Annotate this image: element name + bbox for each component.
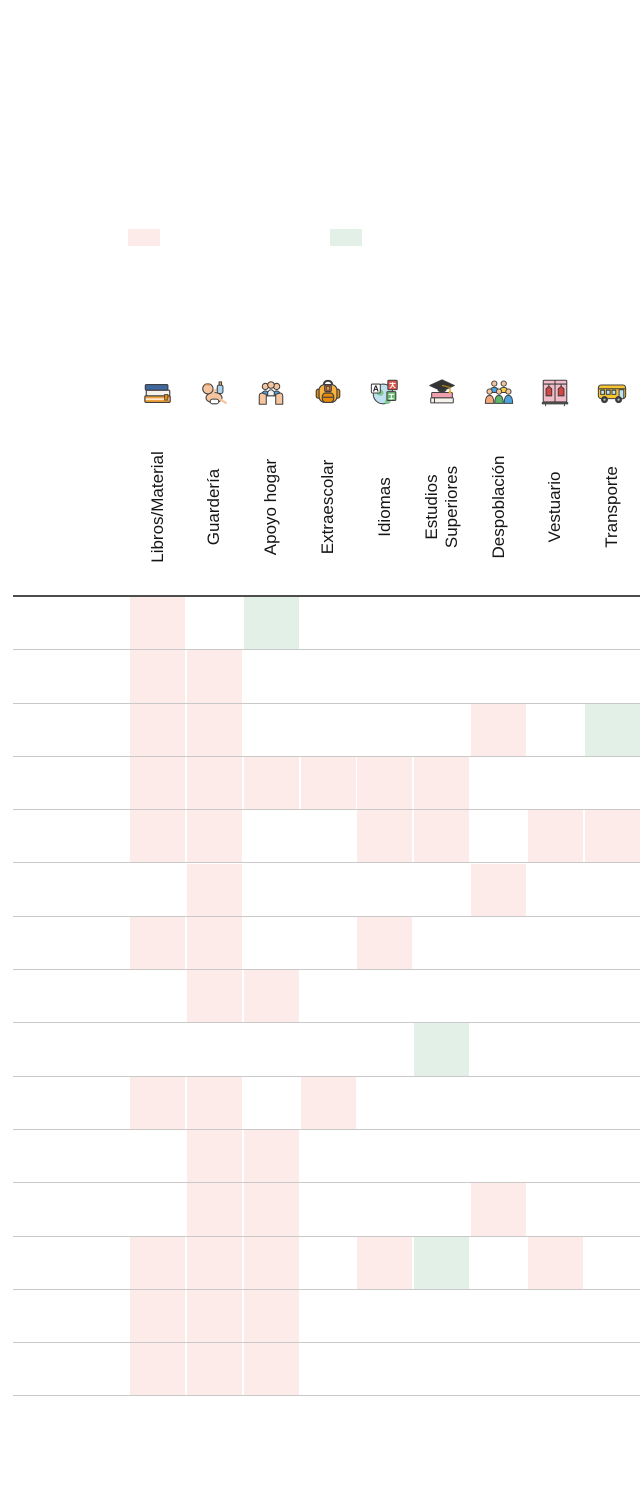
clothes-lockers-icon	[539, 377, 571, 409]
table-row	[13, 916, 640, 971]
matrix-cell-pink	[471, 863, 527, 916]
table-row	[13, 1236, 640, 1290]
matrix-cell-pink	[357, 916, 413, 970]
header-separator-line	[13, 595, 640, 597]
column-label-text: Estudios Superiores	[419, 432, 465, 582]
table-row	[13, 1130, 640, 1184]
legend-swatch-green	[330, 229, 362, 246]
matrix-cell-pink	[186, 756, 242, 810]
matrix-cell-pink	[186, 1130, 242, 1183]
matrix-cell-pink	[186, 1236, 242, 1289]
column-label-text: Extraescolar	[305, 432, 351, 582]
svg-text:A: A	[373, 383, 379, 393]
matrix-cell-pink	[357, 810, 413, 863]
table-row	[13, 650, 640, 704]
column-label-text: Idiomas	[362, 432, 408, 582]
legend-swatch-pink	[128, 229, 160, 246]
matrix-cell-pink	[186, 916, 242, 970]
matrix-cell-pink	[130, 1076, 185, 1129]
matrix-cell-pink	[130, 597, 185, 650]
column-label-value: Apoyo hogar	[261, 458, 281, 556]
matrix-cell-pink	[186, 650, 242, 703]
column-label-text: Libros/Material	[135, 432, 181, 582]
matrix-cell-pink	[130, 756, 185, 810]
translation-globe-icon: A	[369, 377, 401, 409]
matrix-cell-green	[414, 1236, 470, 1289]
matrix-cell-pink	[471, 1183, 527, 1236]
matrix-cell-pink	[186, 1289, 242, 1343]
column-label-text: Transporte	[589, 432, 635, 582]
column-label-value: Libros/Material	[147, 451, 167, 563]
baby-icon	[198, 377, 230, 409]
table-row	[13, 756, 640, 811]
matrix-cell-pink	[186, 1343, 242, 1396]
column-label-value: Idiomas	[374, 477, 394, 537]
matrix-cell-green	[243, 597, 299, 650]
column-label-value: Extraescolar	[318, 459, 338, 555]
table-row	[13, 1343, 640, 1397]
matrix-cell-pink	[130, 810, 185, 863]
matrix-cell-pink	[357, 756, 413, 810]
matrix-cell-pink	[243, 756, 299, 810]
matrix-cell-pink	[130, 1236, 185, 1289]
matrix-cell-pink	[130, 1343, 185, 1396]
table-row	[13, 597, 640, 651]
matrix-cell-pink	[300, 756, 356, 810]
table-row	[13, 863, 640, 917]
matrix-cell-pink	[186, 970, 242, 1023]
column-label-value: Estudios Superiores	[421, 465, 461, 549]
column-label-text: Guardería	[191, 432, 237, 582]
matrix-cell-pink	[186, 810, 242, 863]
table-row	[13, 1289, 640, 1344]
matrix-cell-pink	[357, 1236, 413, 1289]
matrix-cell-pink	[243, 1130, 299, 1183]
people-group-icon	[483, 377, 515, 409]
school-bus-icon	[596, 377, 628, 409]
matrix-cell-pink	[243, 1343, 299, 1396]
column-label-text: Apoyo hogar	[248, 432, 294, 582]
matrix-cell-pink	[130, 650, 185, 703]
matrix-cell-pink	[414, 756, 470, 810]
matrix-cell-pink	[243, 1289, 299, 1343]
matrix-cell-green	[584, 703, 640, 756]
matrix-cell-pink	[414, 810, 470, 863]
matrix-cell-pink	[300, 1076, 356, 1129]
matrix-cell-pink	[527, 810, 583, 863]
table-row	[13, 1023, 640, 1077]
matrix-cell-pink	[243, 970, 299, 1023]
grid	[13, 597, 640, 1397]
matrix-cell-pink	[130, 1289, 185, 1343]
matrix-cell-pink	[243, 1183, 299, 1236]
matrix-cell-pink	[186, 703, 242, 756]
matrix-cell-green	[414, 1023, 470, 1076]
family-in-hands-icon	[255, 377, 287, 409]
column-label-value: Despoblación	[488, 455, 508, 559]
matrix-cell-pink	[186, 863, 242, 916]
column-label-value: Guardería	[204, 468, 224, 546]
column-label-value: Transporte	[602, 466, 622, 548]
matrix-cell-pink	[527, 1236, 583, 1289]
graduation-cap-books-icon	[426, 377, 458, 409]
backpack-icon	[312, 377, 344, 409]
column-label-value: Vestuario	[545, 471, 565, 543]
matrix-cell-pink	[243, 1236, 299, 1289]
table-row	[13, 810, 640, 864]
matrix-cell-pink	[584, 810, 640, 863]
matrix-cell-pink	[186, 1183, 242, 1236]
matrix-cell-pink	[130, 703, 185, 756]
table-row	[13, 970, 640, 1024]
table-row	[13, 1076, 640, 1130]
column-label-text: Despoblación	[476, 432, 522, 582]
books-icon	[142, 377, 174, 409]
table-row	[13, 1183, 640, 1237]
matrix-cell-pink	[130, 916, 185, 970]
matrix-cell-pink	[186, 1076, 242, 1129]
matrix-cell-pink	[471, 703, 527, 756]
column-label-text: Vestuario	[532, 432, 578, 582]
table-row	[13, 703, 640, 757]
